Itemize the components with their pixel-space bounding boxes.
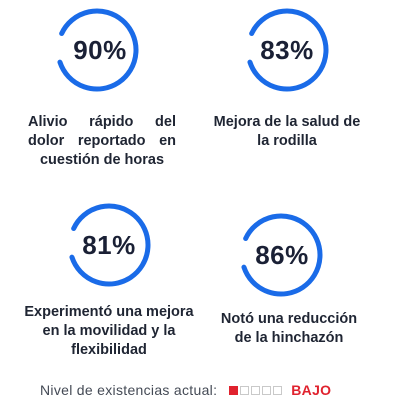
stock-level-badge: BAJO xyxy=(291,382,332,398)
progress-arc xyxy=(57,8,139,92)
stat-percentage: 86% xyxy=(255,240,309,270)
stock-square-filled xyxy=(229,385,239,395)
progress-ring xyxy=(236,210,326,300)
progress-ring xyxy=(64,200,154,290)
stat-percentage: 81% xyxy=(82,230,136,260)
stat-caption: Mejora de la salud de la rodilla xyxy=(213,114,361,149)
stat-caption: Experimentó una mejora en la movilidad y… xyxy=(24,304,194,358)
progress-ring xyxy=(52,5,142,95)
progress-arc xyxy=(241,213,323,297)
stat-caption: Alivio rápido del dolor reportado en cue… xyxy=(28,114,176,168)
stock-meter xyxy=(229,385,283,395)
stock-square-empty xyxy=(273,385,283,395)
stock-square-empty xyxy=(240,385,250,395)
stat-percentage: 90% xyxy=(73,35,127,65)
progress-arc xyxy=(247,8,329,92)
stock-label: Nivel de existencias actual: xyxy=(40,382,218,398)
stock-square-empty xyxy=(251,385,261,395)
progress-arc xyxy=(69,203,151,287)
stock-square-empty xyxy=(262,385,272,395)
stock-level: Nivel de existencias actual: BAJO xyxy=(40,380,331,400)
stat-caption: Notó una reducción de la hinchazón xyxy=(220,311,358,346)
progress-ring xyxy=(242,5,332,95)
stat-percentage: 83% xyxy=(260,35,314,65)
